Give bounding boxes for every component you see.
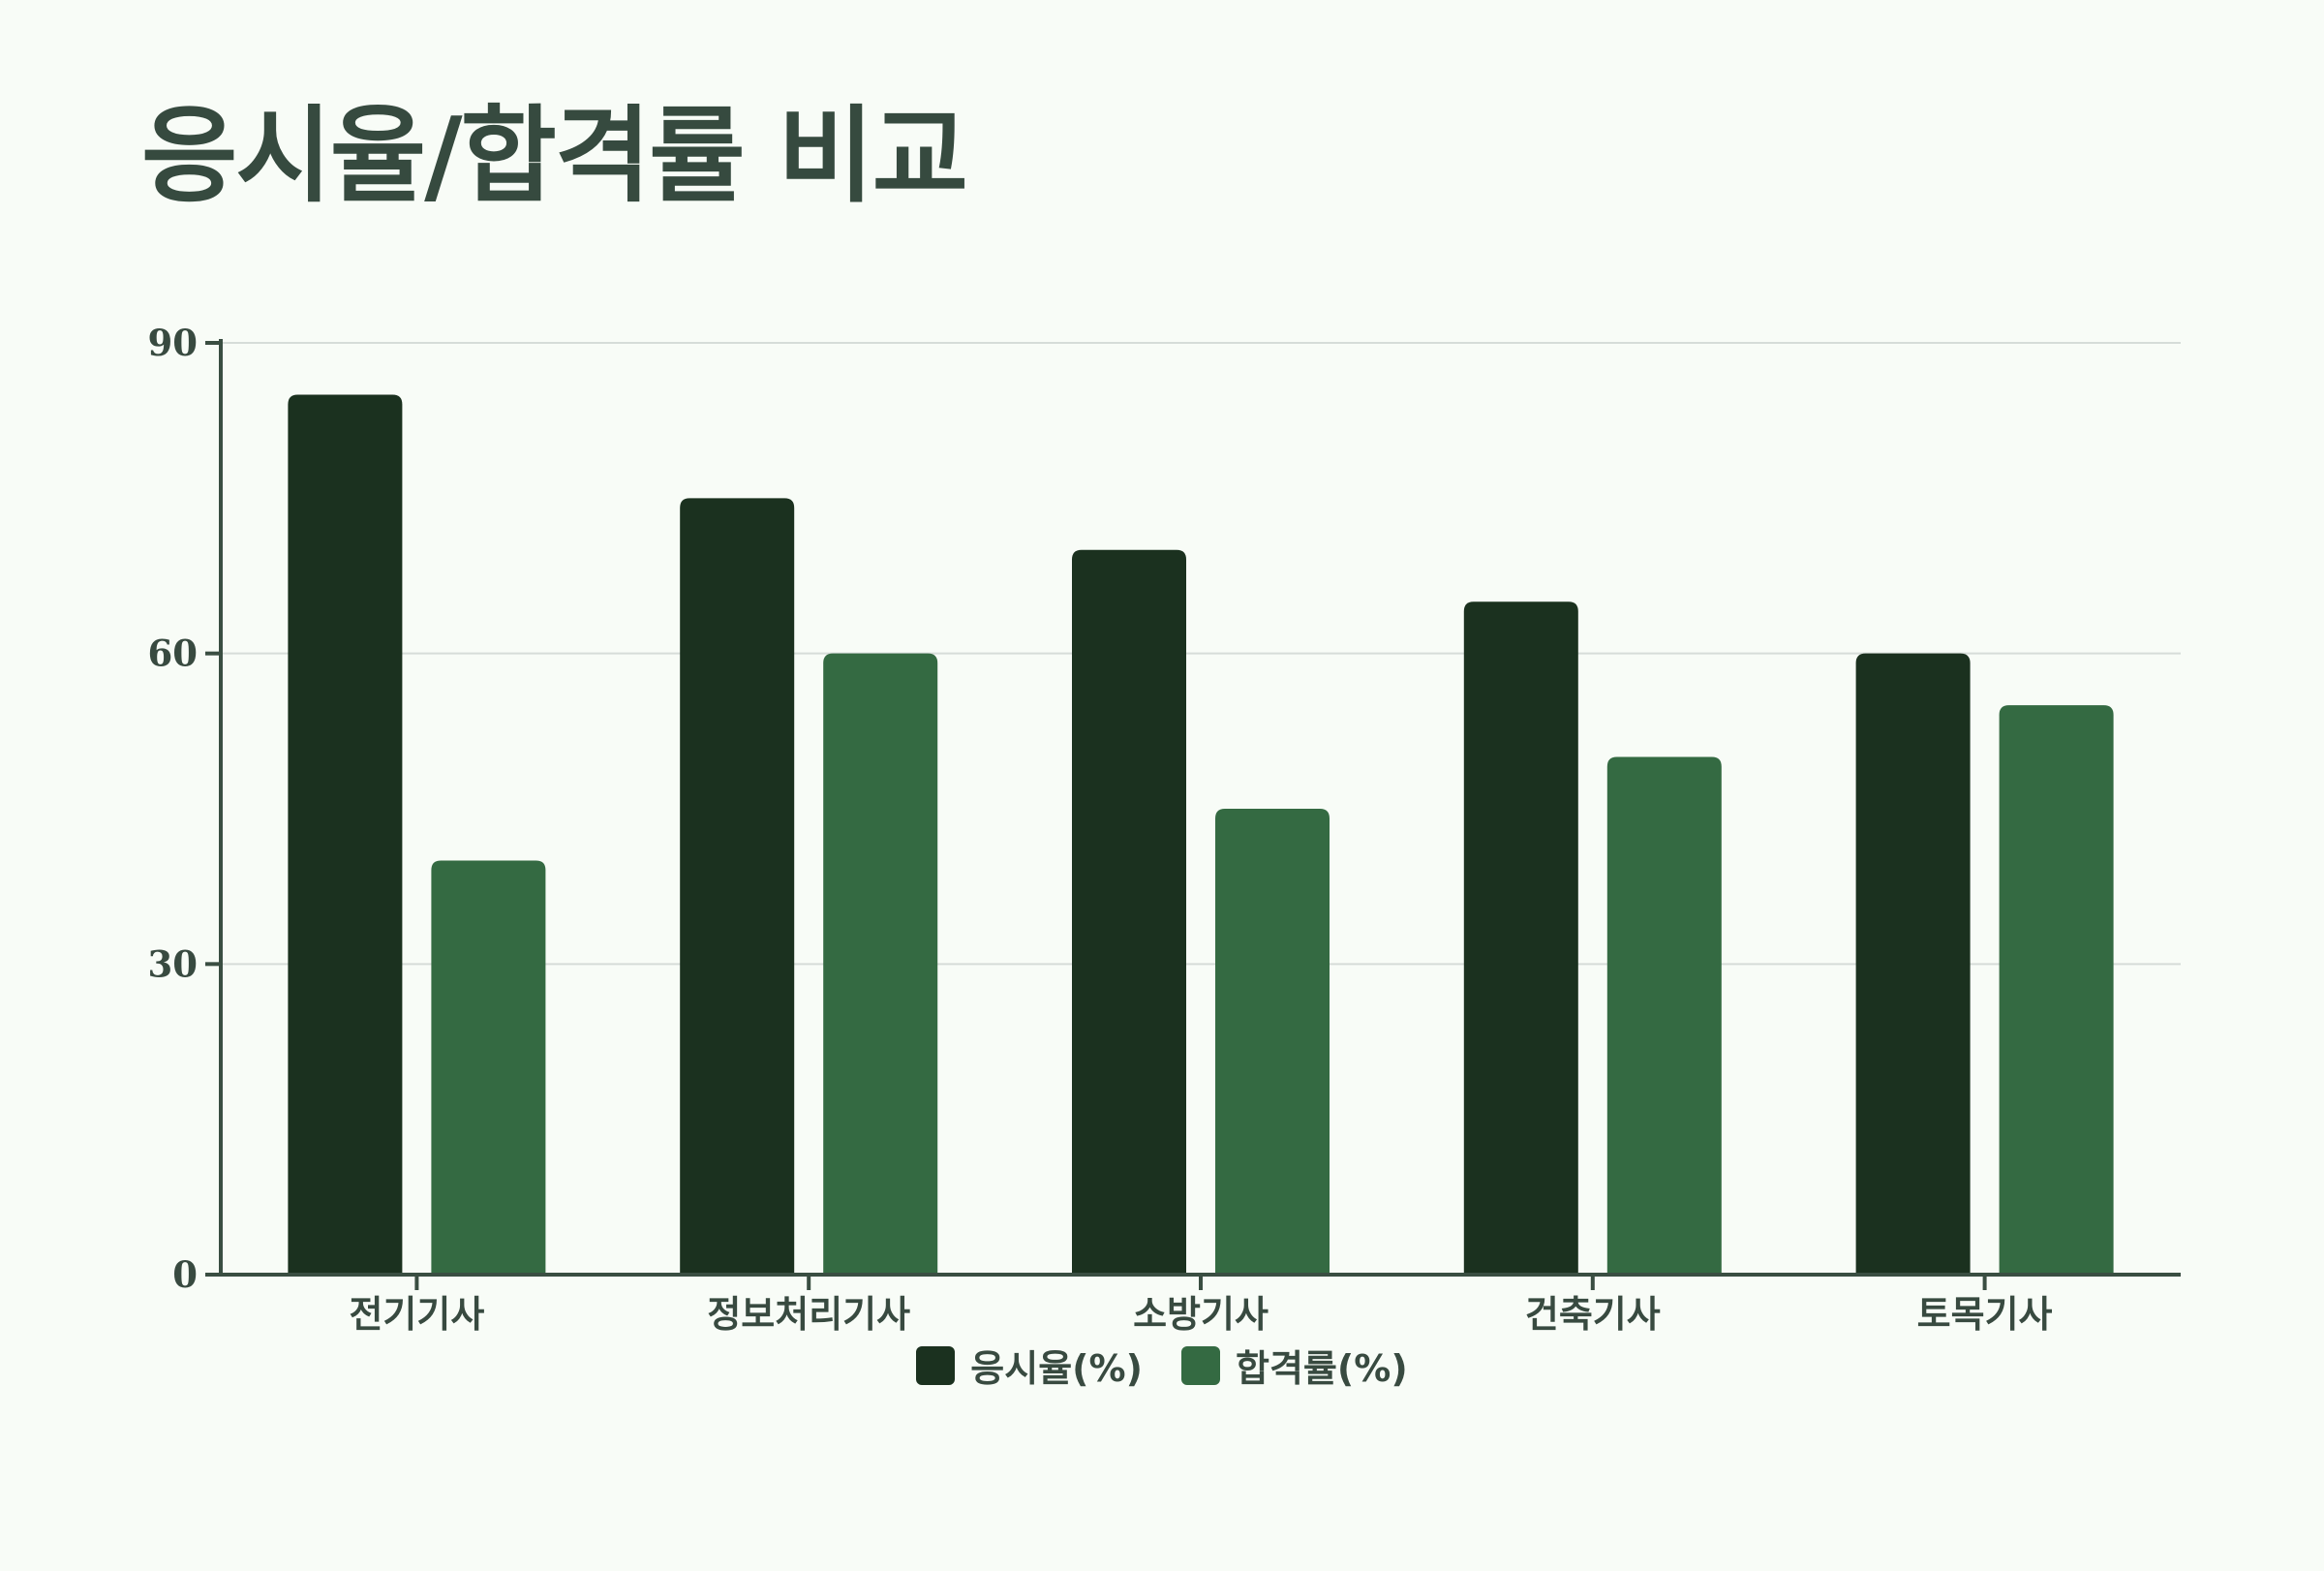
bar-2-2[interactable]	[823, 653, 938, 1275]
bar-1-3[interactable]	[1072, 549, 1186, 1275]
axes	[205, 339, 2181, 1290]
legend-swatch-series-1	[916, 1345, 956, 1385]
bar-2-3[interactable]	[1215, 809, 1330, 1275]
bar-1-5[interactable]	[1855, 653, 1971, 1275]
bar-1-1[interactable]	[288, 394, 403, 1275]
legend-swatch-series-2	[1181, 1345, 1220, 1385]
y-tick-label: 30	[148, 942, 199, 985]
bar-2-4[interactable]	[1606, 756, 1722, 1275]
tick-labels: 0 30 60 90 전기기사 정보처리기사 소방기사 건축기사 토목기사	[148, 322, 2053, 1336]
chart-title: 응시율/합격률 비교	[141, 96, 968, 217]
x-tick-label: 정보처리기사	[707, 1293, 910, 1336]
y-tick-label: 60	[148, 632, 199, 675]
legend-item-series-2[interactable]: 합격률(%)	[1181, 1339, 1408, 1392]
x-tick-label: 건축기사	[1525, 1293, 1661, 1336]
legend-label-series-1: 응시율(%)	[970, 1347, 1143, 1390]
grid-lines	[221, 342, 2181, 966]
x-tick-label: 소방기사	[1133, 1293, 1269, 1336]
y-tick-label: 0	[172, 1253, 198, 1296]
bar-2-1[interactable]	[431, 860, 546, 1275]
x-tick-label: 전기기사	[349, 1293, 484, 1336]
y-tick-label: 90	[148, 322, 199, 364]
bar-1-2[interactable]	[680, 498, 795, 1275]
bar-2-5[interactable]	[1999, 705, 2114, 1275]
legend-label-series-2: 합격률(%)	[1236, 1347, 1408, 1390]
bar-1-4[interactable]	[1463, 601, 1578, 1275]
legend: 응시율(%) 합격률(%)	[0, 1339, 2324, 1392]
bars	[288, 394, 2114, 1275]
legend-item-series-1[interactable]: 응시율(%)	[916, 1339, 1143, 1392]
x-tick-label: 토목기사	[1917, 1293, 2053, 1336]
